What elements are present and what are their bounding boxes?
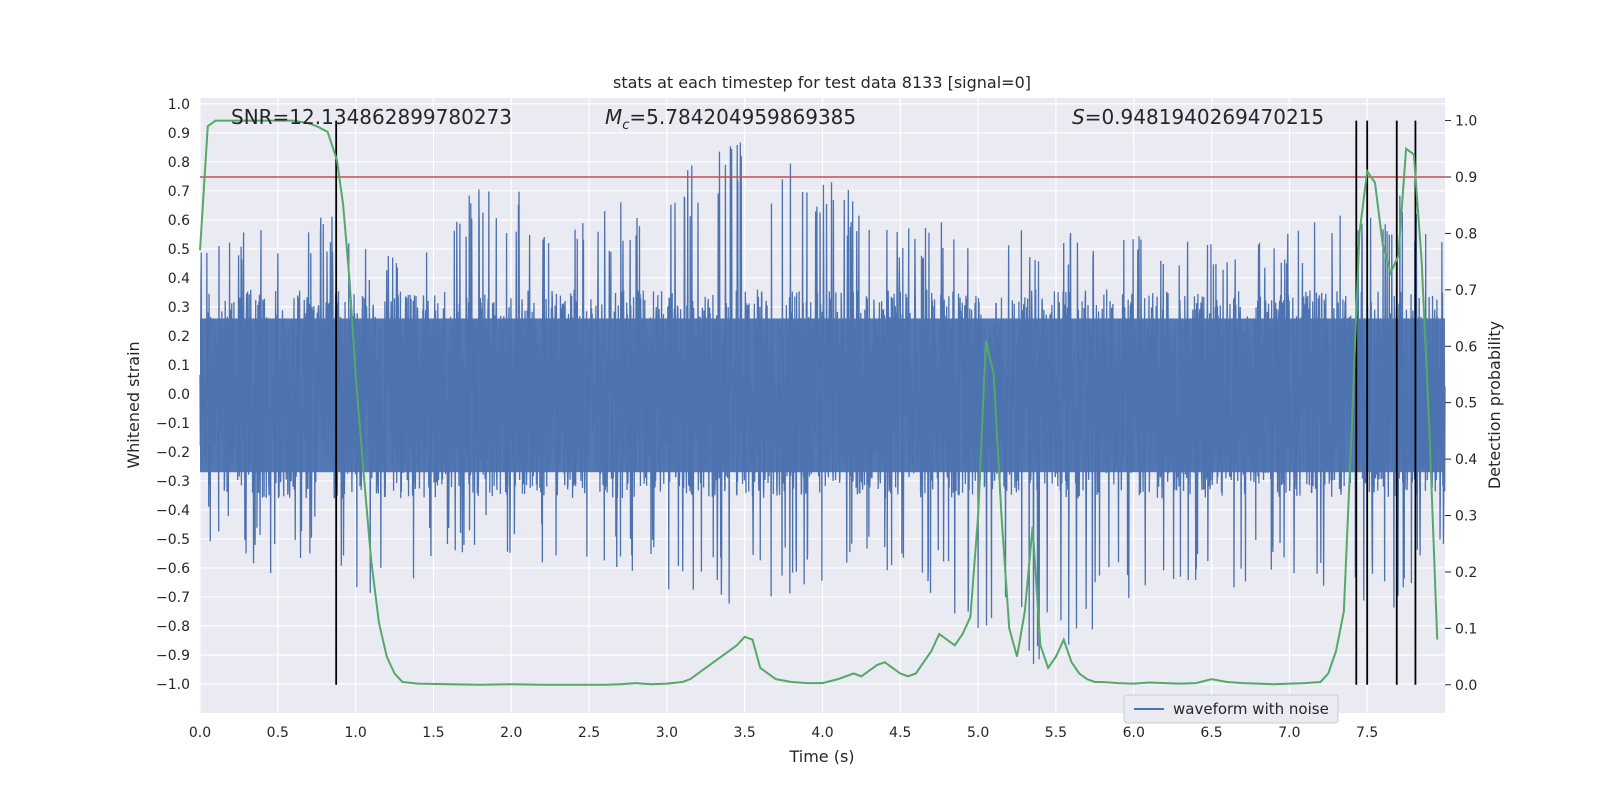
y-tick-label: −0.8 [156, 619, 190, 635]
y-right-tick-label: 0.9 [1455, 170, 1477, 186]
y-right-tick-label: 0.5 [1455, 396, 1477, 412]
y-tick-label: −0.4 [156, 503, 190, 519]
ticks: 0.0 0.5 1.0 1.5 2.0 2.5 3.0 3.5 4.0 4.5 5.0 5.5 6.0 6… [156, 97, 1477, 741]
y-axis-label-left: Whitened strain [124, 341, 143, 468]
legend: waveform with noise [1123, 694, 1339, 724]
y-tick-label: −0.1 [156, 416, 190, 432]
x-tick-label: 5.5 [1045, 725, 1067, 741]
legend-box [1123, 694, 1339, 724]
s-annotation: S=0.9481940269470215 [1072, 105, 1324, 129]
x-tick-label: 7.0 [1278, 725, 1300, 741]
x-tick-label: 7.5 [1356, 725, 1378, 741]
x-tick-label: 0.0 [189, 725, 211, 741]
y-right-tick-label: 0.2 [1455, 565, 1477, 581]
y-tick-label: 0.6 [168, 213, 190, 229]
y-tick-label: 0.4 [168, 271, 190, 287]
y-tick-label: −0.3 [156, 474, 190, 490]
x-tick-label: 2.5 [578, 725, 600, 741]
x-tick-label: 3.0 [656, 725, 678, 741]
detection-probability-line [199, 119, 1439, 686]
y-right-tick-label: 0.3 [1455, 509, 1477, 525]
mc-value: =5.784204959869385 [629, 105, 856, 129]
x-tick-label: 6.0 [1123, 725, 1145, 741]
mc-subscript: c [622, 118, 629, 133]
s-value: =0.9481940269470215 [1085, 105, 1324, 129]
waveform-series [199, 142, 1446, 664]
x-tick-label: 0.5 [267, 725, 289, 741]
legend-label-waveform: waveform with noise [1173, 700, 1329, 718]
y-tick-label: −0.7 [156, 590, 190, 606]
x-tick-label: 4.0 [811, 725, 833, 741]
y-tick-label: −0.5 [156, 532, 190, 548]
y-right-tick-label: 0.1 [1455, 621, 1477, 637]
x-tick-label: 1.5 [422, 725, 444, 741]
y-right-tick-label: 0.7 [1455, 283, 1477, 299]
y-tick-label: 0.5 [168, 242, 190, 258]
y-axis-label-right: Detection probability [1485, 321, 1504, 489]
x-tick-label: 4.5 [889, 725, 911, 741]
mc-symbol: M [605, 105, 622, 129]
x-tick-label: 5.0 [967, 725, 989, 741]
y-tick-label: −0.6 [156, 561, 190, 577]
y-tick-label: −1.0 [156, 677, 190, 693]
y-tick-label: 0.9 [168, 126, 190, 142]
s-symbol: S [1072, 105, 1085, 129]
x-tick-label: 6.5 [1200, 725, 1222, 741]
x-tick-label: 1.0 [344, 725, 366, 741]
y-right-tick-label: 0.4 [1455, 452, 1477, 468]
y-right-tick-label: 0.0 [1455, 678, 1477, 694]
y-right-tick-label: 0.6 [1455, 339, 1477, 355]
mc-annotation: Mc=5.784204959869385 [605, 105, 856, 133]
x-axis-label: Time (s) [788, 747, 854, 766]
x-tick-label: 3.5 [734, 725, 756, 741]
y-tick-label: −0.2 [156, 445, 190, 461]
y-tick-label: 1.0 [168, 97, 190, 113]
x-tick-label: 2.0 [500, 725, 522, 741]
y-tick-label: 0.2 [168, 329, 190, 345]
overlay [199, 119, 1445, 686]
y-tick-label: 0.7 [168, 184, 190, 200]
chart-title: stats at each timestep for test data 813… [613, 73, 1031, 92]
y-right-tick-label: 0.8 [1455, 226, 1477, 242]
waveform-core-band [200, 318, 1445, 473]
y-tick-label: 0.3 [168, 300, 190, 316]
y-right-tick-label: 1.0 [1455, 114, 1477, 130]
y-tick-label: 0.8 [168, 155, 190, 171]
snr-annotation: SNR=12.134862899780273 [231, 105, 512, 129]
y-tick-label: 0.0 [168, 387, 190, 403]
y-tick-label: −0.9 [156, 648, 190, 664]
y-tick-label: 0.1 [168, 358, 190, 374]
